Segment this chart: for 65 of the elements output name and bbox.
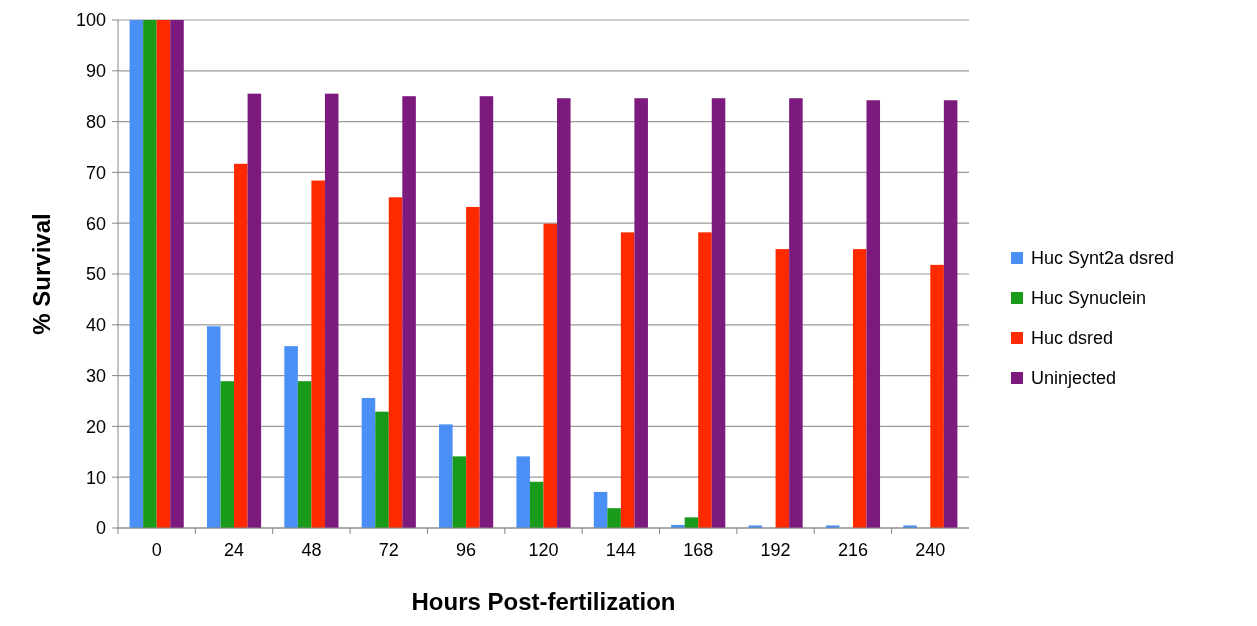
- bar: [388, 197, 403, 528]
- legend-label: Uninjected: [1031, 368, 1117, 389]
- bar: [930, 264, 944, 528]
- y-tick-label: 90: [85, 61, 106, 82]
- y-tick-label: 10: [85, 467, 106, 488]
- legend-label: Huc Synt2a dsred: [1031, 248, 1175, 269]
- bar: [402, 96, 416, 528]
- x-tick-label: 192: [760, 540, 791, 560]
- legend-label: Huc dsred: [1031, 328, 1114, 349]
- bar: [698, 232, 712, 528]
- bar: [284, 346, 298, 528]
- bar: [297, 381, 312, 528]
- y-tick-label: 40: [85, 315, 106, 336]
- bar: [593, 491, 608, 528]
- x-axis-title: Hours Post-fertilization: [411, 588, 676, 615]
- bar: [620, 232, 635, 528]
- bar: [156, 20, 171, 528]
- bar: [607, 508, 621, 528]
- bar: [684, 517, 699, 528]
- bar: [543, 223, 558, 528]
- bar: [143, 20, 157, 528]
- x-tick-label: 168: [683, 540, 714, 560]
- bar: [234, 163, 248, 528]
- x-tick-label: 240: [915, 540, 946, 560]
- bar: [170, 20, 184, 528]
- x-tick-label: 96: [456, 540, 477, 560]
- bar: [220, 381, 235, 528]
- bar: [775, 249, 790, 528]
- x-tick-label: 24: [224, 540, 245, 560]
- y-axis-title: % Survival: [28, 213, 55, 335]
- x-tick-label: 0: [151, 540, 162, 560]
- y-tick-label: 20: [85, 416, 106, 437]
- bar: [361, 397, 376, 528]
- legend-label: Huc Synuclein: [1031, 288, 1147, 309]
- bar: [311, 180, 325, 528]
- bar: [557, 98, 571, 528]
- bar: [852, 249, 867, 528]
- bar: [529, 481, 544, 528]
- x-tick-label: 72: [378, 540, 399, 560]
- x-tick-label: 120: [528, 540, 559, 560]
- bar: [452, 456, 467, 528]
- bar: [439, 424, 453, 528]
- bar: [466, 206, 480, 528]
- y-tick-label: 0: [95, 518, 106, 539]
- bar: [206, 326, 221, 528]
- bar: [129, 20, 144, 528]
- y-tick-label: 30: [85, 365, 106, 386]
- bar: [479, 96, 494, 528]
- bar: [711, 98, 726, 528]
- bar: [324, 93, 339, 528]
- bar: [516, 456, 530, 528]
- x-tick-label: 144: [605, 540, 636, 560]
- y-tick-label: 60: [85, 213, 106, 234]
- y-tick-label: 50: [85, 264, 106, 285]
- x-tick-label: 48: [301, 540, 322, 560]
- bar: [634, 98, 648, 528]
- bar: [247, 93, 262, 528]
- bar: [375, 411, 389, 528]
- bar: [789, 98, 803, 528]
- y-tick-label: 80: [85, 111, 106, 132]
- x-tick-label: 216: [837, 540, 868, 560]
- y-tick-label: 70: [85, 162, 106, 183]
- y-tick-label: 100: [75, 10, 106, 31]
- bar: [943, 100, 958, 528]
- bar: [866, 100, 881, 528]
